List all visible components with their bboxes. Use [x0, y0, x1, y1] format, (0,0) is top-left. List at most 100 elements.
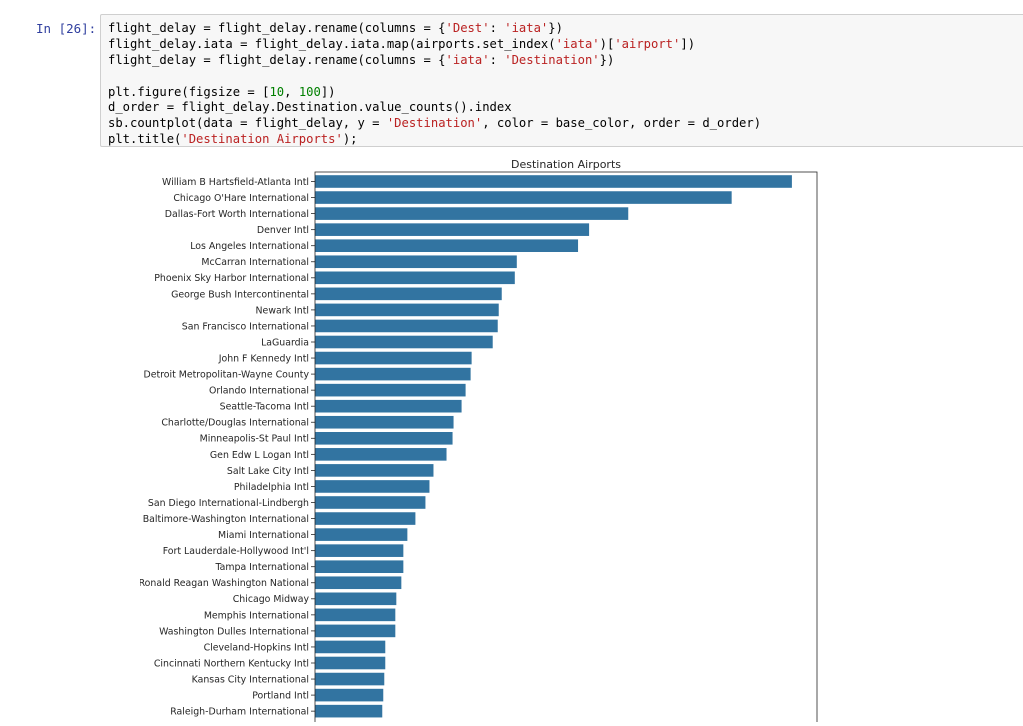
y-tick-label: Dallas-Fort Worth International [165, 209, 309, 220]
y-tick-label: Raleigh-Durham International [170, 707, 309, 718]
code-token: , color = base_color, order = d_order) [482, 116, 762, 131]
code-token: }) [599, 52, 615, 67]
y-tick-label: Tampa International [214, 562, 309, 573]
y-tick-label: Memphis International [204, 610, 309, 621]
y-tick-label: LaGuardia [261, 337, 309, 348]
code-token: 'Destination Airports' [181, 132, 343, 147]
code-token: )[ [599, 36, 615, 51]
cell-output: Destination Airports William B Hartsfiel… [139, 152, 840, 726]
code-token: 'airport' [614, 36, 681, 51]
bar [315, 560, 404, 573]
bar [315, 191, 732, 204]
bar [315, 367, 471, 381]
bar [315, 576, 402, 590]
code-line: d_order = flight_delay.Destination.value… [108, 100, 1023, 116]
code-token: 'iata' [504, 21, 549, 35]
code-line: flight_delay = flight_delay.rename(colum… [108, 21, 1023, 37]
bar [315, 496, 426, 509]
code-token: plt.figure(figsize = [ [108, 84, 270, 99]
code-token: : [489, 21, 505, 35]
code-token: ]) [680, 36, 696, 51]
y-tick-label: Baltimore-Washington International [143, 514, 309, 525]
bar [315, 415, 454, 429]
y-tick-label: San Francisco International [182, 321, 309, 332]
y-tick-label: Portland Intl [252, 691, 309, 702]
code-line: sb.countplot(data = flight_delay, y = 'D… [108, 116, 1023, 132]
y-tick-label: Ronald Reagan Washington National [140, 578, 309, 589]
y-tick-label: Miami International [218, 530, 309, 541]
y-tick-label: George Bush Intercontinental [171, 289, 309, 300]
y-tick-label: Chicago O'Hare International [173, 193, 309, 204]
bar [315, 592, 397, 606]
code-token: 'Destination' [504, 52, 600, 67]
y-tick-label: Phoenix Sky Harbor International [154, 273, 309, 284]
bar [315, 528, 408, 541]
code-line: plt.title('Destination Airports'); [108, 132, 1023, 147]
code-token: 10 [269, 84, 285, 99]
y-tick-label: William B Hartsfield-Atlanta Intl [162, 177, 309, 188]
y-tick-label: Fort Lauderdale-Hollywood Int'l [163, 546, 309, 557]
y-tick-label: Philadelphia Intl [234, 482, 309, 493]
cell-prompt: In [26]: [36, 21, 97, 36]
y-tick-label: Cincinnati Northern Kentucky Intl [154, 658, 309, 669]
bar [315, 399, 462, 413]
bar [315, 239, 579, 252]
bar [315, 544, 404, 557]
code-line: flight_delay.iata = flight_delay.iata.ma… [108, 37, 1023, 53]
y-tick-label: John F Kennedy Intl [218, 353, 309, 364]
code-token: 100 [298, 84, 321, 99]
code-token: flight_delay.iata = flight_delay.iata.ma… [108, 36, 556, 51]
chart-title: Destination Airports [511, 158, 621, 171]
bar [315, 319, 498, 333]
code-token: plt.title( [108, 132, 182, 147]
bar [315, 688, 384, 702]
code-line: plt.figure(figsize = [10, 100]) [108, 85, 1023, 101]
code-token: ); [342, 132, 358, 147]
code-token: , [284, 84, 299, 99]
code-token: sb.countplot(data = flight_delay, y = [108, 116, 387, 131]
bar [315, 175, 792, 188]
countplot-chart: Destination Airports William B Hartsfiel… [139, 158, 818, 726]
bar [315, 640, 386, 654]
code-token: flight_delay = flight_delay.rename(colum… [108, 52, 446, 67]
code-line [108, 69, 1023, 85]
y-tick-label: Denver Intl [257, 225, 309, 236]
code-token: flight_delay = flight_delay.rename(colum… [108, 21, 446, 35]
bar [315, 672, 385, 686]
code-token: : [489, 52, 505, 67]
y-tick-label: San Diego International-Lindbergh [148, 498, 309, 509]
bar [315, 303, 499, 317]
y-tick-label: Kansas City International [192, 674, 309, 685]
code-token: }) [548, 21, 563, 35]
y-tick-label: Detroit Metropolitan-Wayne County [143, 370, 309, 381]
bar [315, 287, 502, 301]
y-tick-label: Washington Dulles International [159, 626, 309, 637]
y-tick-label: Los Angeles International [190, 241, 309, 252]
bar [315, 351, 472, 365]
bar [315, 223, 590, 236]
y-tick-label: Seattle-Tacoma Intl [220, 402, 309, 413]
code-cell-input[interactable]: flight_delay = flight_delay.rename(colum… [100, 14, 1023, 147]
y-tick-label: Orlando International [209, 386, 309, 397]
bar [315, 464, 434, 477]
code-token: 'Dest' [445, 21, 490, 35]
y-tick-label: Chicago Midway [233, 594, 310, 605]
bar [315, 335, 493, 349]
code-line: flight_delay = flight_delay.rename(colum… [108, 53, 1023, 69]
bar [315, 656, 386, 670]
code-token: 'iata' [555, 36, 600, 51]
y-tick-label: McCarran International [201, 257, 309, 268]
bar [315, 624, 396, 638]
y-tick-label: Gen Edw L Logan Intl [210, 450, 309, 461]
bar [315, 448, 447, 461]
code-token: ]) [320, 84, 336, 99]
bar [315, 271, 515, 285]
bar [315, 608, 396, 622]
code-token: 'Destination' [386, 116, 483, 131]
bar [315, 207, 629, 220]
plot-frame [314, 171, 818, 726]
bar [315, 255, 517, 269]
y-tick-label: Cleveland-Hopkins Intl [204, 642, 309, 653]
code-token: 'iata' [445, 52, 490, 67]
bar [315, 480, 430, 493]
